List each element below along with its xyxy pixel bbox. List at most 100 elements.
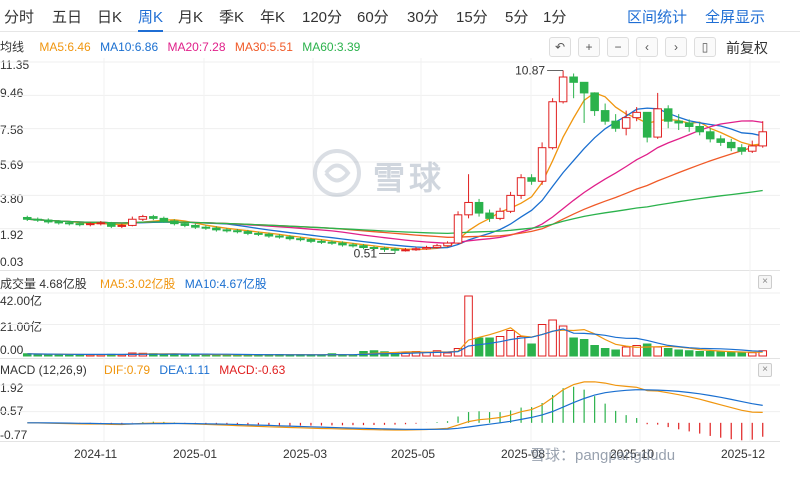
price-tick: 0.03 [0,255,24,269]
ma20-label: MA20:7.28 [167,40,226,54]
volume-bar [600,348,610,357]
scroll-left-button[interactable]: ‹ [636,37,658,57]
candle-body [422,247,431,250]
candle-body [380,247,389,250]
tab-period-6[interactable]: 年K [260,9,286,26]
candle-body [621,117,631,129]
candle-body [632,111,641,119]
candle-body [212,227,221,231]
candle-body [716,138,726,143]
zoom-in-button[interactable]: + [578,37,600,57]
tab-period-5[interactable]: 季K [219,9,245,26]
volume-bar [663,348,673,357]
tab-period-8[interactable]: 60分 [357,9,389,26]
volume-bar [43,354,53,357]
candle-body [75,223,85,226]
snowball-logo-watermark [312,148,462,198]
zoom-out-button[interactable]: − [607,37,629,57]
drag-handle-icon[interactable]: ▯ [694,37,716,57]
candle-body [159,217,169,222]
candle-body [611,120,620,129]
price-adjust-toggle[interactable]: 前复权 [726,40,768,56]
volume-bar [464,295,473,357]
dif-label: DIF:0.79 [104,363,151,377]
volume-bar [611,349,620,357]
volume-legend-title: 成交量 4.68亿股 [0,277,87,291]
candle-body [86,223,95,226]
candle-body [485,212,494,219]
candle-body [233,230,242,233]
tab-period-9[interactable]: 30分 [407,9,439,26]
tab-period-12[interactable]: 1分 [543,9,567,26]
volume-bar [705,351,715,357]
candle-body [474,201,484,214]
candle-body [264,233,274,237]
volume-bar [737,352,747,357]
candle-body [191,224,200,228]
high-price-label: 10.87 [515,63,545,77]
volume-bar [485,337,494,357]
candle-body [653,108,662,138]
dea-line [27,389,763,430]
candle-body [569,76,578,83]
x-axis-tick: 2025-10 [610,447,655,461]
candle-body [464,201,473,216]
candle-body [674,120,683,124]
volume-bar [621,346,631,357]
candle-body [558,76,568,103]
candle-body [201,226,211,229]
candle-body [369,247,379,250]
close-macd-pane-button[interactable]: × [758,363,772,377]
tab-weekly-k[interactable]: 周K [138,6,164,32]
volume-bar [695,351,704,357]
volume-bar [537,324,547,357]
price-tick: 7.58 [0,123,24,137]
volume-ma10-label: MA10:4.67亿股 [184,277,267,291]
candle-body [537,147,547,182]
candle-body [317,240,326,243]
pane-divider [0,270,780,271]
tab-period-2[interactable]: 日K [97,9,123,26]
volume-bar [758,350,768,357]
undo-button[interactable]: ↶ [549,37,571,57]
volume-bar [474,337,484,357]
candle-body [54,221,64,224]
macd-legend: MACD (12,26,9) DIF:0.79 DEA:1.11 MACD:-0… [0,363,285,377]
price-tick: 9.46 [0,86,24,100]
tab-period-11[interactable]: 5分 [505,9,529,26]
volume-bar [747,352,757,357]
interval-stats-link[interactable]: 区间统计 [627,9,688,26]
tab-period-1[interactable]: 五日 [52,9,83,26]
candle-body [590,92,599,112]
tab-period-0[interactable]: 分时 [4,9,35,26]
candle-body [327,241,337,244]
volume-tick: 0.00 [0,343,24,357]
close-volume-pane-button[interactable]: × [758,275,772,289]
volume-bar [726,351,736,357]
tab-period-7[interactable]: 120分 [302,9,343,26]
candle-body [306,239,316,242]
scroll-right-button[interactable]: › [665,37,687,57]
macd-tick: 0.57 [0,404,24,418]
volume-bar [674,349,683,357]
volume-bar [516,336,526,357]
candle-body [527,177,536,182]
candle-body [43,219,53,223]
x-axis-tick: 2025-08 [501,447,546,461]
tab-period-4[interactable]: 月K [178,9,204,26]
volume-bar [527,343,536,357]
ma5-label: MA5:6.46 [39,40,91,54]
tab-period-10[interactable]: 15分 [456,9,488,26]
watermark-brand: 雪球 [373,160,446,196]
x-axis-tick: 2025-03 [283,447,328,461]
volume-bar [548,319,557,357]
low-price-label: 0.51 [354,247,378,261]
volume-bar [432,350,442,357]
x-axis-tick: 2025-01 [173,447,218,461]
candle-body [453,214,463,244]
candle-body [695,125,704,133]
volume-bar [684,350,694,357]
candle-body [411,248,421,251]
fullscreen-link[interactable]: 全屏显示 [705,9,766,26]
